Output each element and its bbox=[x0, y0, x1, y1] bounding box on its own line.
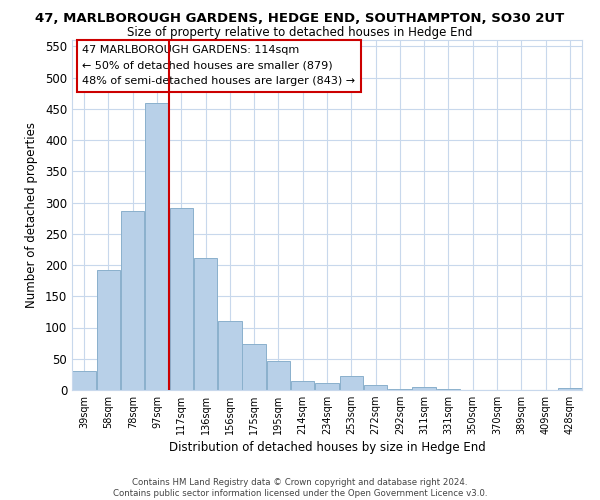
Bar bbox=[218, 322, 242, 390]
Bar bbox=[170, 208, 193, 390]
Bar bbox=[194, 258, 217, 390]
Bar bbox=[266, 361, 290, 390]
Bar bbox=[315, 383, 339, 390]
Bar bbox=[145, 102, 169, 390]
Bar bbox=[97, 270, 120, 390]
Text: Contains HM Land Registry data © Crown copyright and database right 2024.
Contai: Contains HM Land Registry data © Crown c… bbox=[113, 478, 487, 498]
Bar bbox=[558, 388, 581, 390]
Text: Size of property relative to detached houses in Hedge End: Size of property relative to detached ho… bbox=[127, 26, 473, 39]
Bar bbox=[388, 389, 412, 390]
X-axis label: Distribution of detached houses by size in Hedge End: Distribution of detached houses by size … bbox=[169, 442, 485, 454]
Bar bbox=[242, 344, 266, 390]
Bar bbox=[412, 387, 436, 390]
Bar bbox=[121, 210, 145, 390]
Text: 47, MARLBOROUGH GARDENS, HEDGE END, SOUTHAMPTON, SO30 2UT: 47, MARLBOROUGH GARDENS, HEDGE END, SOUT… bbox=[35, 12, 565, 26]
Bar bbox=[291, 381, 314, 390]
Text: 47 MARLBOROUGH GARDENS: 114sqm
← 50% of detached houses are smaller (879)
48% of: 47 MARLBOROUGH GARDENS: 114sqm ← 50% of … bbox=[82, 46, 355, 86]
Bar bbox=[73, 371, 96, 390]
Bar bbox=[340, 376, 363, 390]
Y-axis label: Number of detached properties: Number of detached properties bbox=[25, 122, 38, 308]
Bar bbox=[364, 385, 388, 390]
